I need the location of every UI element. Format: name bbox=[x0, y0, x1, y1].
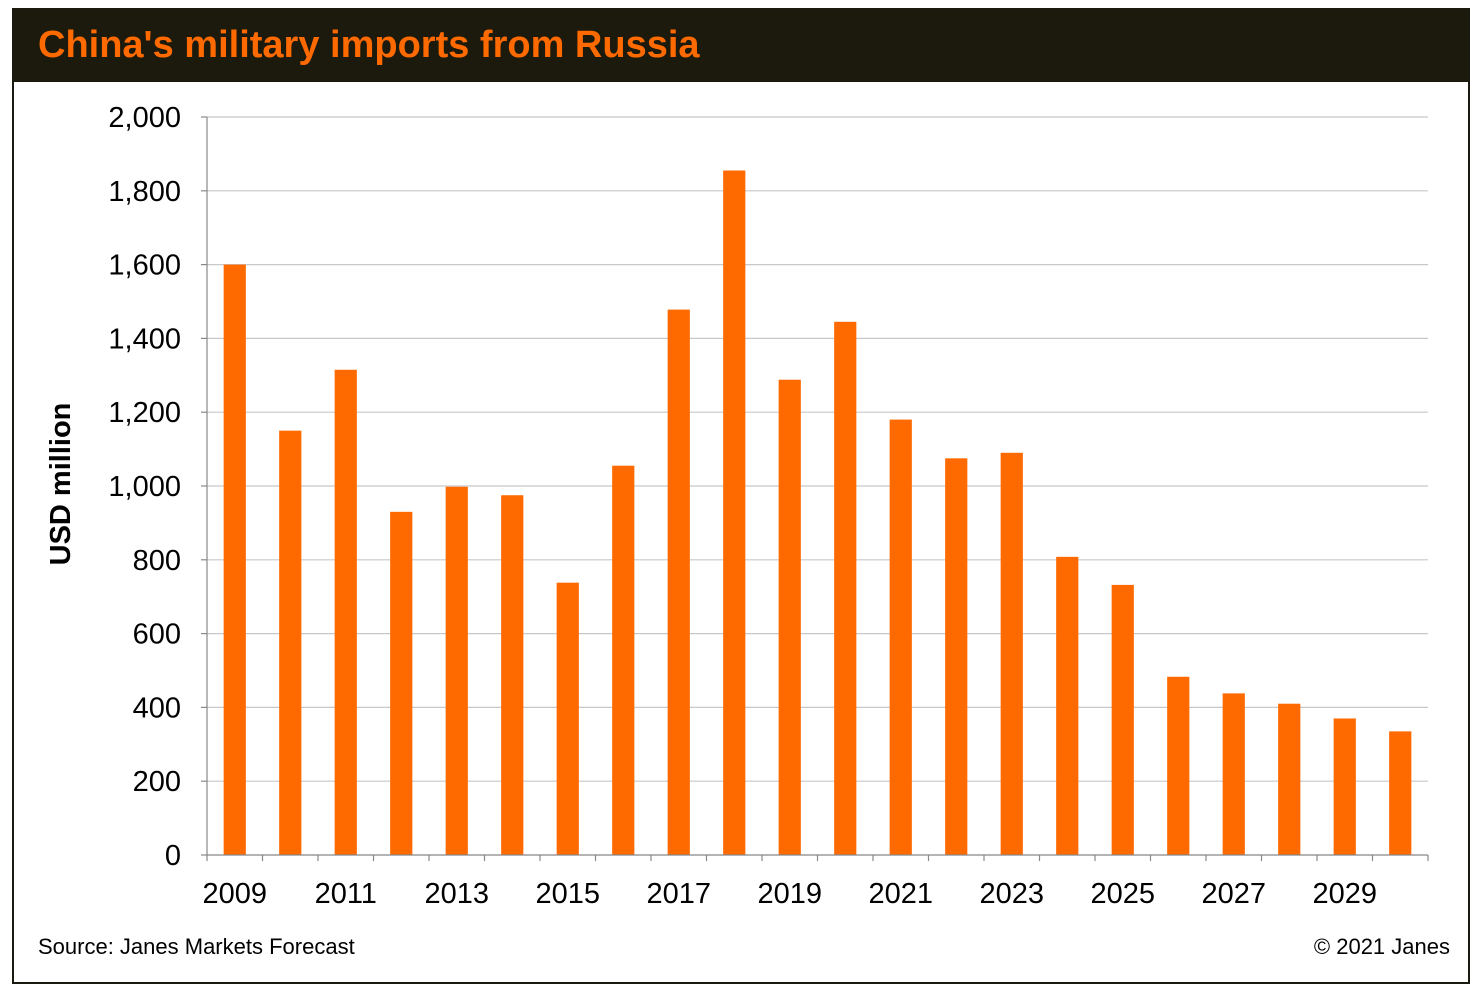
x-tick-label: 2027 bbox=[1201, 878, 1266, 910]
bar-2027 bbox=[1222, 693, 1245, 855]
x-tick-label: 2017 bbox=[646, 878, 711, 910]
y-tick-label: 600 bbox=[133, 619, 181, 651]
x-tick-label: 2009 bbox=[202, 878, 267, 910]
x-tick-label: 2021 bbox=[868, 878, 933, 910]
bar-2018 bbox=[723, 170, 746, 855]
bar-2021 bbox=[889, 419, 912, 855]
bar-2014 bbox=[501, 495, 524, 855]
bar-2010 bbox=[279, 430, 302, 855]
bar-2017 bbox=[667, 309, 690, 855]
bar-2026 bbox=[1167, 676, 1190, 855]
x-tick-label: 2015 bbox=[535, 878, 600, 910]
x-tick-label: 2023 bbox=[979, 878, 1044, 910]
bar-2030 bbox=[1389, 731, 1412, 855]
y-tick-label: 1,600 bbox=[108, 250, 181, 282]
axes bbox=[201, 116, 1429, 861]
x-tick-label: 2029 bbox=[1312, 878, 1377, 910]
y-tick-label: 200 bbox=[133, 766, 181, 798]
bar-2029 bbox=[1333, 718, 1356, 855]
y-tick-labels: 0 200 400 600 800 1,000 1,200 1,400 1,600 1,800 2,… bbox=[108, 102, 181, 872]
y-tick-label: 2,000 bbox=[108, 102, 181, 134]
title-bar: China's military imports from Russia bbox=[14, 10, 1468, 82]
bar-2022 bbox=[945, 458, 968, 855]
bar-2016 bbox=[612, 465, 635, 855]
bar-2028 bbox=[1278, 703, 1301, 855]
bars bbox=[223, 170, 1412, 856]
y-tick-label: 1,000 bbox=[108, 471, 181, 503]
chart-title: China's military imports from Russia bbox=[38, 24, 700, 66]
bar-2013 bbox=[445, 486, 468, 855]
x-tick-labels: 2009 2011 2013 2015 2017 2019 2021 2023 2025 2027… bbox=[202, 878, 1377, 910]
y-tick-label: 1,200 bbox=[108, 397, 181, 429]
copyright-note: © 2021 Janes bbox=[1313, 934, 1450, 959]
bar-2015 bbox=[556, 582, 579, 855]
bar-2012 bbox=[390, 511, 413, 855]
y-tick-label: 800 bbox=[133, 545, 181, 577]
x-tick-label: 2013 bbox=[424, 878, 489, 910]
y-tick-label: 1,400 bbox=[108, 323, 181, 355]
y-tick-label: 400 bbox=[133, 692, 181, 724]
bar-2009 bbox=[223, 264, 246, 856]
x-tick-label: 2019 bbox=[757, 878, 822, 910]
y-tick-label: 1,800 bbox=[108, 176, 181, 208]
bar-2019 bbox=[778, 379, 801, 855]
y-tick-label: 0 bbox=[165, 840, 181, 872]
y-axis-label: USD million bbox=[45, 403, 77, 566]
bar-2023 bbox=[1000, 452, 1023, 855]
bar-2020 bbox=[834, 321, 857, 855]
bar-2011 bbox=[334, 369, 357, 855]
x-tick-label: 2025 bbox=[1090, 878, 1155, 910]
source-note: Source: Janes Markets Forecast bbox=[38, 934, 355, 959]
bar-2024 bbox=[1056, 556, 1079, 855]
x-tick-label: 2011 bbox=[315, 878, 377, 910]
bar-2025 bbox=[1111, 584, 1134, 855]
